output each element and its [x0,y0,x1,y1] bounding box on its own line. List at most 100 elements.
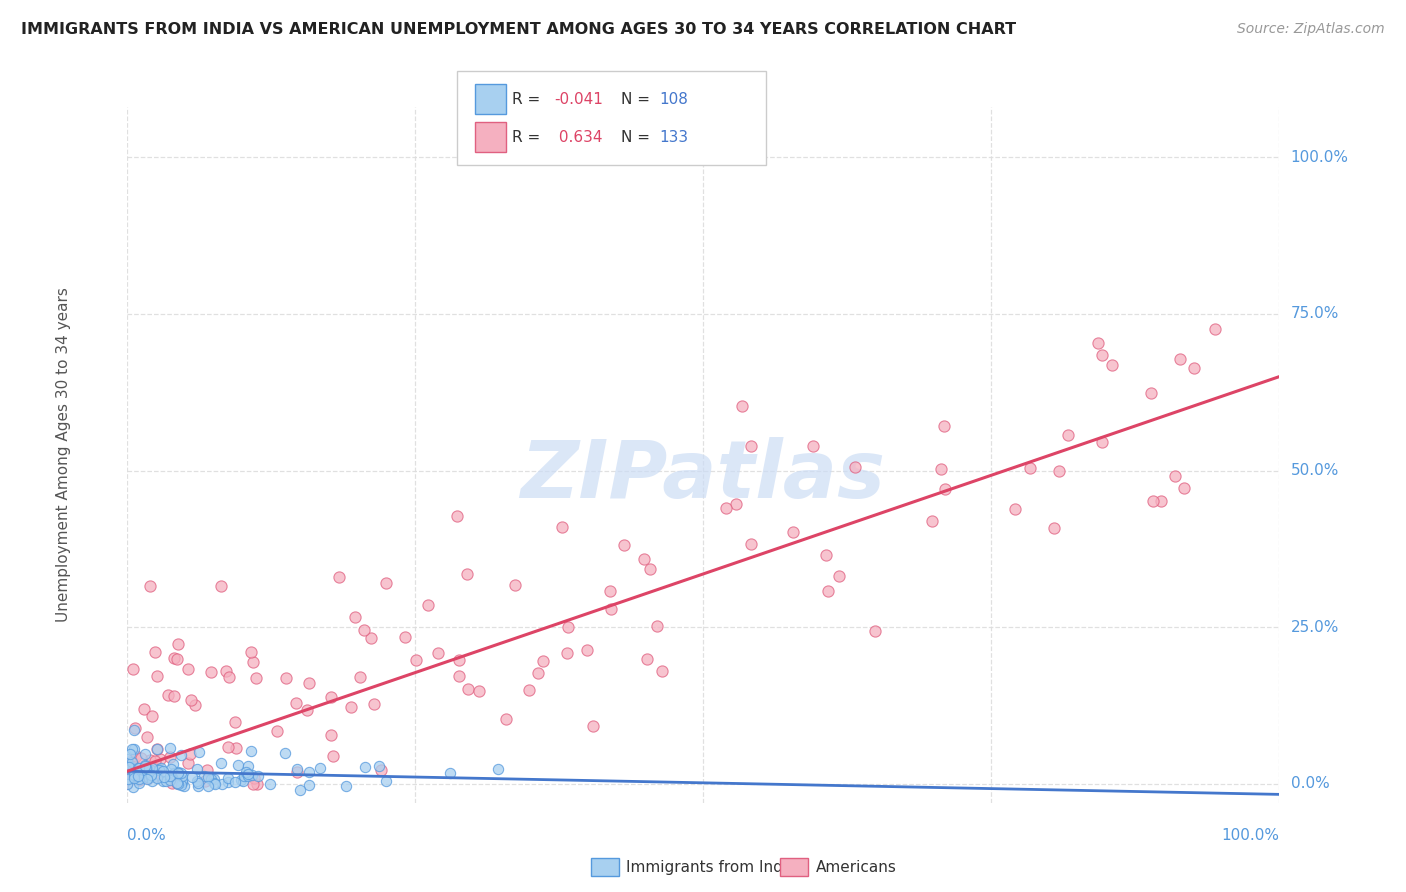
Point [145,769,167,783]
Point [134,761,156,775]
Point [167,637,190,651]
Point [115,777,138,791]
Point [1087,335,1109,350]
Point [128,776,150,790]
Point [129,751,152,765]
Point [209,579,232,593]
Point [1182,361,1205,376]
Point [817,584,839,599]
Point [236,766,259,780]
Point [503,577,526,591]
Text: N =: N = [621,92,655,107]
Point [122,741,145,756]
Point [122,762,145,776]
Text: 133: 133 [659,129,689,145]
Point [238,769,260,783]
Point [122,768,145,782]
Point [863,624,886,638]
Text: R =: R = [512,92,546,107]
Point [141,708,163,723]
Point [645,619,668,633]
Point [1043,521,1066,535]
Point [118,772,141,786]
Point [121,755,143,769]
Point [439,766,461,780]
Point [360,631,382,645]
Point [136,770,159,784]
Text: Unemployment Among Ages 30 to 34 years: Unemployment Among Ages 30 to 34 years [56,287,70,623]
Point [159,773,181,788]
Point [1204,322,1226,336]
Point [242,655,264,669]
Text: 100.0%: 100.0% [1291,150,1348,165]
Point [160,775,183,789]
Point [232,769,254,783]
Point [245,671,267,685]
Point [1091,347,1114,361]
Point [456,567,478,582]
Point [328,570,350,584]
Text: IMMIGRANTS FROM INDIA VS AMERICAN UNEMPLOYMENT AMONG AGES 30 TO 34 YEARS CORRELA: IMMIGRANTS FROM INDIA VS AMERICAN UNEMPL… [21,22,1017,37]
Point [170,766,193,780]
Point [1101,358,1123,372]
Point [240,768,263,782]
Point [225,741,247,756]
Point [134,757,156,772]
Point [143,754,166,768]
Text: 75.0%: 75.0% [1291,306,1339,321]
Point [131,765,153,780]
Point [934,482,956,496]
Point [152,770,174,784]
Point [1173,481,1195,495]
Point [121,741,143,756]
Point [354,759,377,773]
Point [118,747,141,761]
Point [186,773,208,788]
Point [146,669,169,683]
Point [163,689,186,703]
Point [740,537,762,551]
Point [143,761,166,775]
Point [405,653,427,667]
Point [134,747,156,761]
Point [127,764,149,778]
Point [224,714,246,729]
Point [319,690,342,705]
Point [226,758,249,772]
Point [274,671,297,685]
Point [298,778,321,792]
Point [139,753,162,767]
Point [132,763,155,777]
Text: 25.0%: 25.0% [1291,620,1339,635]
Point [370,763,392,777]
Point [298,676,321,690]
Point [921,514,943,528]
Point [170,748,193,763]
Text: 0.0%: 0.0% [127,828,166,843]
Point [115,752,138,766]
Point [229,772,252,787]
Point [127,771,149,785]
Point [148,763,170,777]
Point [150,761,173,775]
Point [131,763,153,777]
Point [224,775,246,789]
Point [353,623,375,637]
Point [146,772,169,786]
Point [517,682,540,697]
Point [172,774,194,789]
Point [197,770,219,784]
Point [124,721,146,735]
Point [1004,502,1026,516]
Point [200,772,222,786]
Point [457,681,479,696]
Point [141,774,163,789]
Point [576,643,599,657]
Point [339,699,361,714]
Point [186,776,208,790]
Point [344,610,367,624]
Point [468,683,491,698]
Point [204,777,226,791]
Point [186,762,208,776]
Point [179,747,201,761]
